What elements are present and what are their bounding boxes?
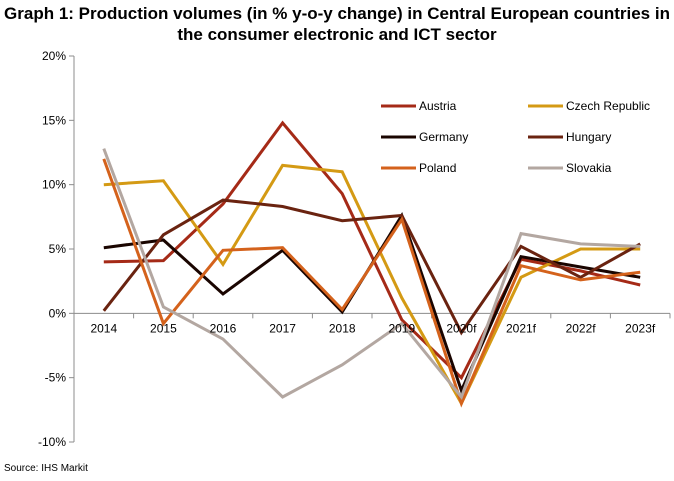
x-tick-label: 2015	[150, 321, 177, 335]
x-tick-label: 2016	[210, 321, 237, 335]
legend-label: Poland	[419, 161, 456, 175]
y-tick-label: 0%	[49, 306, 67, 320]
y-tick-label: 15%	[42, 113, 66, 127]
chart-title: Graph 1: Production volumes (in % y-o-y …	[0, 3, 674, 45]
x-tick-label: 2023f	[625, 321, 656, 335]
y-tick-label: 20%	[42, 49, 66, 63]
chart-series-lines	[102, 120, 641, 408]
y-tick-label: 5%	[49, 242, 67, 256]
chart-legend: Austria Czech Republic Germany Hungary Polan…	[381, 99, 650, 175]
legend-label: Germany	[419, 130, 468, 144]
x-tick-label: 2022f	[566, 321, 597, 335]
source-note: Source: IHS Markit	[4, 463, 88, 474]
series-line-czech-republic	[103, 163, 641, 407]
x-tick-label: 2019	[388, 321, 415, 335]
legend-label: Czech Republic	[566, 99, 650, 113]
chart-title-line-2: the consumer electronic and ICT sector	[177, 25, 497, 44]
series-line-slovakia	[102, 148, 641, 400]
y-tick-label: -10%	[38, 435, 66, 449]
legend-label: Austria	[419, 99, 457, 113]
chart-title-line-1: Graph 1: Production volumes (in % y-o-y …	[4, 4, 670, 23]
x-tick-label: 2021f	[506, 321, 537, 335]
series-line-austria	[103, 120, 641, 381]
x-tick-label: 2014	[90, 321, 117, 335]
x-tick-label: 2017	[269, 321, 296, 335]
x-tick-label: 2020f	[446, 321, 477, 335]
y-tick-label: -5%	[45, 371, 67, 385]
series-line-hungary	[102, 198, 641, 336]
legend-label: Hungary	[566, 130, 611, 144]
series-line-poland	[102, 158, 641, 408]
x-tick-label: 2018	[329, 321, 356, 335]
y-tick-label: 10%	[42, 178, 66, 192]
x-axis-tick-labels: 2014 2015 2016 2017 2018 2019 2020f 2021f 2022f 2…	[90, 321, 655, 335]
legend-label: Slovakia	[566, 161, 612, 175]
